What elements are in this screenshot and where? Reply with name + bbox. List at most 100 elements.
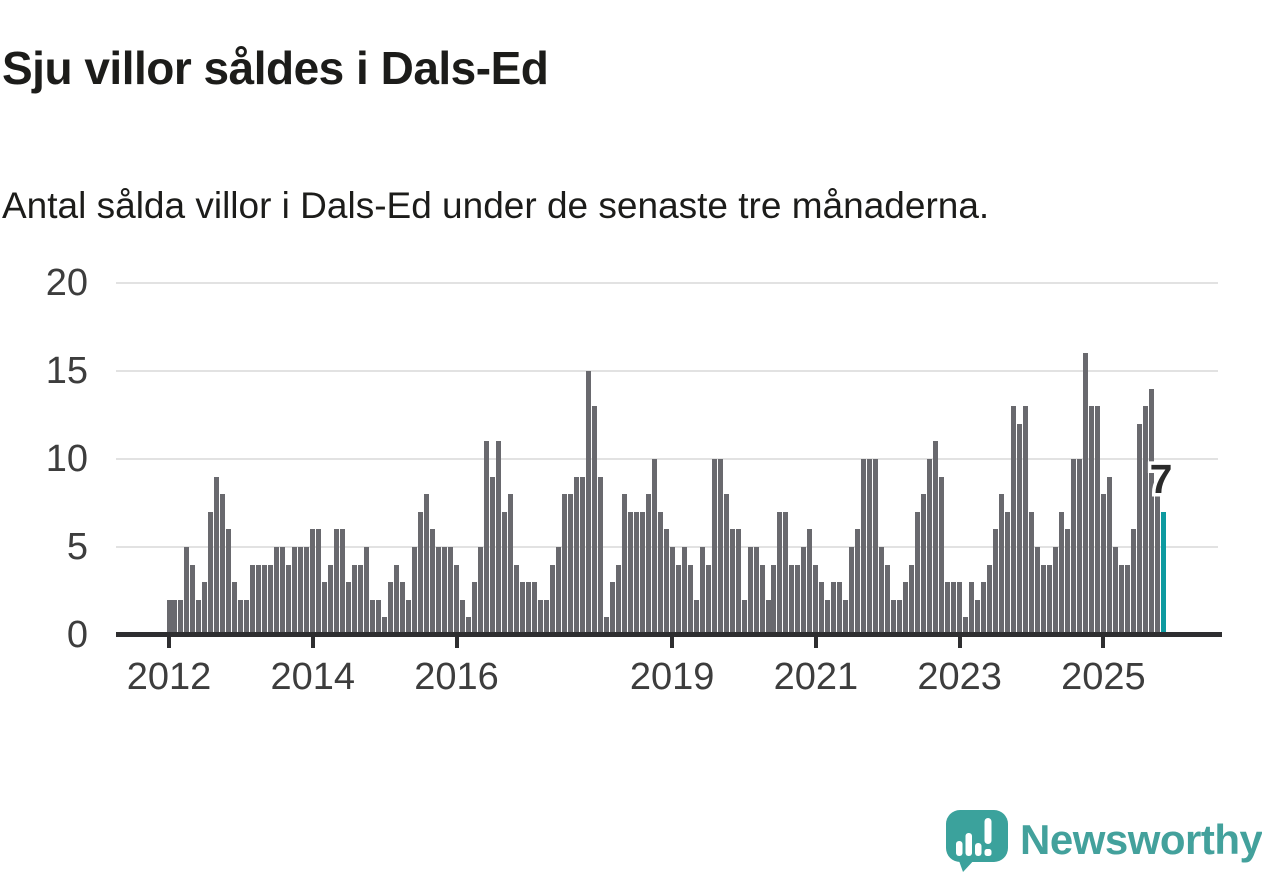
bar [292, 547, 298, 636]
bar [903, 582, 909, 636]
bar [933, 441, 939, 636]
bar [466, 617, 471, 636]
bar [795, 564, 801, 636]
bar [981, 582, 987, 636]
bar [328, 564, 334, 636]
bar [651, 459, 657, 636]
bar [561, 494, 567, 636]
bar [454, 564, 460, 636]
chart-subtitle: Antal sålda villor i Dals-Ed under de se… [2, 185, 990, 226]
bar [1154, 494, 1160, 636]
bar [178, 599, 184, 636]
y-axis-tick-label: 15 [45, 350, 88, 392]
bar [771, 564, 777, 636]
bar [963, 617, 969, 636]
bar [208, 511, 214, 636]
bar [645, 494, 651, 636]
bar [495, 441, 501, 636]
x-axis-tick [310, 637, 315, 648]
bar [585, 371, 591, 636]
bar [777, 511, 783, 636]
bar [172, 599, 178, 636]
bar [531, 582, 537, 636]
bar [214, 476, 220, 636]
bar [1070, 459, 1076, 636]
bar [460, 599, 465, 636]
bar [370, 599, 376, 636]
bar [226, 529, 232, 636]
bar [915, 511, 921, 636]
last-bar-value-label: 7 [1146, 455, 1176, 503]
bar [957, 582, 963, 636]
bar [837, 582, 843, 636]
bar [489, 476, 495, 636]
bar [1118, 564, 1124, 636]
bar [717, 459, 723, 636]
bar [274, 547, 280, 636]
y-gridline [116, 458, 1218, 460]
bar [352, 564, 358, 636]
bar [1029, 511, 1035, 636]
bar [424, 494, 430, 636]
bar [513, 564, 519, 636]
bar [1124, 564, 1130, 636]
bar [322, 582, 328, 636]
x-axis-line [116, 632, 1222, 637]
bar [609, 582, 615, 636]
newsworthy-logo: Newsworthy [944, 808, 1262, 874]
bar [388, 582, 394, 636]
bar [765, 599, 771, 636]
bar [220, 494, 226, 636]
bar [442, 547, 448, 636]
bar [591, 406, 597, 636]
bar [867, 459, 873, 636]
bar [639, 511, 645, 636]
bar [244, 599, 250, 636]
bar [1148, 388, 1154, 636]
bar [382, 617, 388, 636]
bar [238, 599, 244, 636]
bar [543, 599, 549, 636]
newsworthy-logo-icon [946, 810, 1008, 872]
bar [813, 564, 819, 636]
bar [166, 599, 172, 636]
bar [1094, 406, 1100, 636]
bar [448, 547, 454, 636]
bar [711, 459, 717, 636]
bar [358, 564, 364, 636]
bar [693, 599, 699, 636]
bar [909, 564, 915, 636]
bar [945, 582, 951, 636]
bar [436, 547, 442, 636]
bar [573, 476, 579, 636]
bar [789, 564, 795, 636]
bar [669, 547, 675, 636]
bar [969, 582, 975, 636]
y-gridline [116, 370, 1218, 372]
bar [316, 529, 322, 636]
x-axis-tick [167, 637, 171, 648]
bar [268, 564, 274, 636]
bar [855, 529, 861, 636]
highlighted-bar [1160, 511, 1166, 636]
bar [951, 582, 957, 636]
bar [250, 564, 256, 636]
bar [567, 494, 573, 636]
bar [1059, 511, 1064, 636]
x-axis-tick-label: 2025 [1061, 656, 1146, 698]
bar [615, 564, 621, 636]
bar [723, 494, 729, 636]
bar [525, 582, 531, 636]
bar [1136, 423, 1142, 636]
bar [340, 529, 346, 636]
bar [1142, 406, 1148, 636]
bar [699, 547, 705, 636]
bar [861, 459, 867, 636]
bar [849, 547, 855, 636]
bar [729, 529, 735, 636]
x-axis-tick [1101, 637, 1106, 648]
bar [999, 494, 1005, 636]
bar [1076, 459, 1082, 636]
bar [675, 564, 681, 636]
